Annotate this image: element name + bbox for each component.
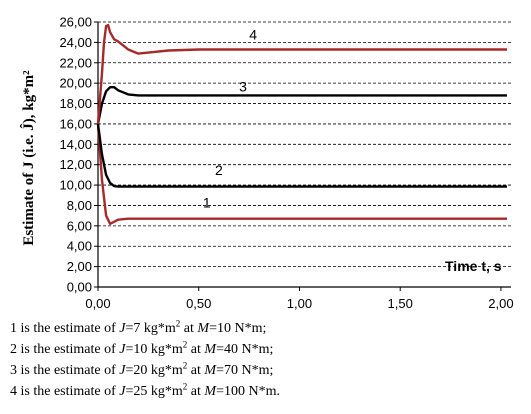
legend-at: at <box>180 321 198 336</box>
legend-moment: =40 N*m; <box>216 342 274 357</box>
axes <box>97 22 511 288</box>
legend-symbol-m: M <box>204 363 217 378</box>
legend-superscript: 2 <box>182 381 188 392</box>
y-tick-label: 2,00 <box>67 259 92 274</box>
legend-at: at <box>187 384 205 399</box>
y-tick-label: 6,00 <box>67 218 92 233</box>
y-tick-label: 24,00 <box>59 35 92 50</box>
y-tick-label: 20,00 <box>59 76 92 91</box>
curve-label-4: 4 <box>249 26 257 42</box>
legend-prefix: 4 is the estimate of <box>10 384 120 399</box>
legend-line-3: 3 is the estimate of J=20 kg*m2 at M=70 … <box>10 360 525 381</box>
y-tick-label: 22,00 <box>59 55 92 70</box>
series-lines <box>96 23 507 226</box>
legend-at: at <box>187 342 205 357</box>
y-tick-label: 0,00 <box>67 280 92 295</box>
series-line-4 <box>96 23 507 124</box>
legend-symbol-j: J <box>119 321 126 336</box>
x-tick-label: 1,50 <box>388 296 413 311</box>
legend-at: at <box>187 363 205 378</box>
x-tick-label: 0,50 <box>186 296 211 311</box>
series-line-1 <box>96 123 507 226</box>
y-tick-label: 12,00 <box>59 157 92 172</box>
legend-moment: =100 N*m. <box>216 384 280 399</box>
y-tick-label: 14,00 <box>59 137 92 152</box>
y-tick-label: 8,00 <box>67 198 92 213</box>
series-line-3 <box>96 85 507 125</box>
curve-label-2: 2 <box>215 162 223 178</box>
legend-prefix: 3 is the estimate of <box>10 363 120 378</box>
grid-lines <box>98 21 511 268</box>
y-tick-label: 26,00 <box>59 15 92 30</box>
legend-prefix: 1 is the estimate of <box>10 321 120 336</box>
series-line-2 <box>96 123 507 188</box>
x-tick-label: 2,00 <box>488 296 513 311</box>
y-axis-label: Estimate of J (i.e. Ĵ), kg*m² <box>20 70 37 246</box>
curve-label-3: 3 <box>239 78 247 94</box>
legend-value: =25 kg*m <box>125 384 183 399</box>
y-tick-label: 10,00 <box>59 178 92 193</box>
x-axis-label: Time t, s <box>445 258 502 274</box>
legend-line-1: 1 is the estimate of J=7 kg*m2 at M=10 N… <box>10 318 525 339</box>
legend-symbol-m: M <box>204 342 217 357</box>
curve-labels: 1 2 3 4 <box>203 26 257 210</box>
legend-line-2: 2 is the estimate of J=10 kg*m2 at M=40 … <box>10 339 525 360</box>
legend-value: =20 kg*m <box>125 363 183 378</box>
curve-label-1: 1 <box>203 195 211 211</box>
legend-line-4: 4 is the estimate of J=25 kg*m2 at M=100… <box>10 381 525 402</box>
legend-superscript: 2 <box>175 318 181 329</box>
legend-symbol-m: M <box>204 384 217 399</box>
legend-prefix: 2 is the estimate of <box>10 342 120 357</box>
y-tick-label: 4,00 <box>67 239 92 254</box>
x-tick-label: 0,00 <box>85 296 110 311</box>
legend-text: 1 is the estimate of J=7 kg*m2 at M=10 N… <box>10 318 525 402</box>
legend-superscript: 2 <box>182 360 188 371</box>
legend-value: =7 kg*m <box>125 321 176 336</box>
x-tick-label: 1,00 <box>287 296 312 311</box>
legend-symbol-m: M <box>197 321 210 336</box>
legend-symbol-j: J <box>119 363 126 378</box>
y-tick-labels: 0,00 2,00 4,00 6,00 8,00 10,00 12,00 14,00 16,00… <box>59 15 98 295</box>
legend-symbol-j: J <box>119 384 126 399</box>
legend-superscript: 2 <box>182 339 188 350</box>
x-tick-labels: 0,00 0,50 1,00 1,50 2,00 <box>85 287 514 311</box>
legend-value: =10 kg*m <box>125 342 183 357</box>
y-tick-label: 18,00 <box>59 96 92 111</box>
legend-moment: =70 N*m; <box>216 363 274 378</box>
chart: 0,002,004,006,008,0010,0012,0014,0016,00… <box>20 15 514 312</box>
legend-symbol-j: J <box>119 342 126 357</box>
legend-moment: =10 N*m; <box>209 321 267 336</box>
y-tick-label: 16,00 <box>59 116 92 131</box>
